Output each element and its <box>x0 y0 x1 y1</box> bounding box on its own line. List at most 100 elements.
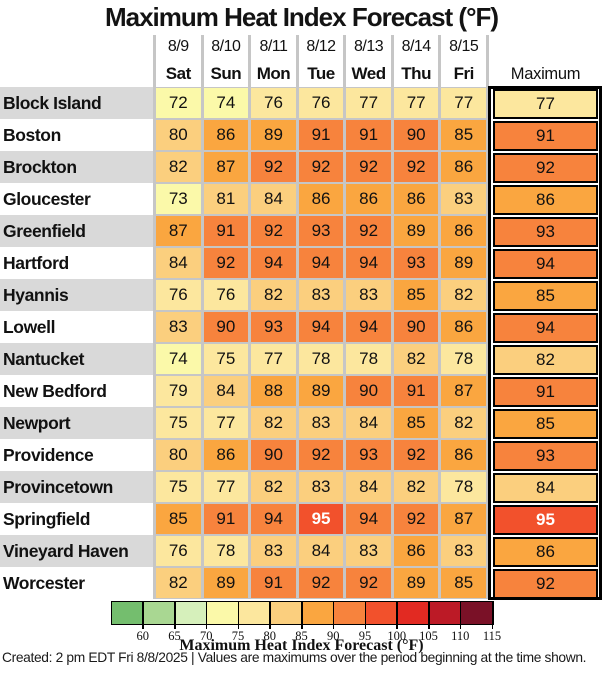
value-cell: 92 <box>346 568 391 598</box>
day-cells: 76 76 82 83 83 85 82 <box>153 279 489 311</box>
date-label: 8/11 <box>259 38 288 55</box>
value-cell: 75 <box>203 344 249 374</box>
value-cell: 90 <box>393 120 439 150</box>
day-cells: 72 74 76 76 77 77 77 <box>153 87 489 119</box>
city-label: Brockton <box>0 151 153 183</box>
table-row: Worcester 82 89 91 92 92 89 85 92 <box>0 567 603 599</box>
value-cell: 85 <box>393 280 439 310</box>
value-cell: 93 <box>346 440 391 470</box>
maximum-cell: 91 <box>493 121 598 151</box>
legend-tick-label: 115 <box>482 629 502 643</box>
value-cell: 85 <box>393 408 439 438</box>
value-cell: 94 <box>298 248 344 278</box>
value-cell: 86 <box>441 312 487 342</box>
day-column-header: 8/10 Sun <box>203 35 249 87</box>
value-cell: 89 <box>251 120 296 150</box>
value-cell: 90 <box>393 312 439 342</box>
value-cell: 84 <box>251 184 296 214</box>
value-cell: 86 <box>203 120 249 150</box>
value-cell: 84 <box>346 472 391 502</box>
value-cell: 87 <box>203 152 249 182</box>
maximum-cell: 95 <box>493 505 598 535</box>
table-row: Provincetown 75 77 82 83 84 82 78 84 <box>0 471 603 503</box>
date-label: 8/15 <box>449 38 479 55</box>
value-cell: 76 <box>156 280 201 310</box>
day-cells: 80 86 89 91 91 90 85 <box>153 119 489 151</box>
value-cell: 92 <box>393 152 439 182</box>
value-cell: 83 <box>298 472 344 502</box>
value-cell: 85 <box>441 120 487 150</box>
table-row: Lowell 83 90 93 94 94 90 86 94 <box>0 311 603 343</box>
day-column-header: 8/9 Sat <box>156 35 201 87</box>
value-cell: 90 <box>203 312 249 342</box>
table-row: Greenfield 87 91 92 93 92 89 86 93 <box>0 215 603 247</box>
legend-tick-label: 95 <box>358 629 372 643</box>
legend-tick-label: 60 <box>136 629 150 643</box>
legend-tick-label: 80 <box>263 629 277 643</box>
date-label: 8/10 <box>211 38 241 55</box>
legend-segment <box>302 602 335 624</box>
value-cell: 83 <box>251 536 296 566</box>
value-cell: 86 <box>441 440 487 470</box>
table-row: New Bedford 79 84 88 89 90 91 87 91 <box>0 375 603 407</box>
city-label: Block Island <box>0 87 153 119</box>
weekday-label: Thu <box>401 64 431 83</box>
value-cell: 74 <box>156 344 201 374</box>
table-row: Springfield 85 91 94 95 94 92 87 95 <box>0 503 603 535</box>
chart-title: Maximum Heat Index Forecast (°F) <box>104 2 499 32</box>
value-cell: 82 <box>393 472 439 502</box>
value-cell: 84 <box>156 248 201 278</box>
value-cell: 94 <box>346 248 391 278</box>
value-cell: 79 <box>156 376 201 406</box>
maximum-cell: 85 <box>493 409 598 439</box>
city-label: Gloucester <box>3 189 91 209</box>
day-cells: 75 77 82 83 84 82 78 <box>153 471 489 503</box>
value-cell: 86 <box>441 152 487 182</box>
city-label: Hyannis <box>0 279 153 311</box>
maximum-cell: 85 <box>493 281 598 311</box>
day-cells: 76 78 83 84 83 86 83 <box>153 535 489 567</box>
city-label: Hartford <box>3 253 69 273</box>
city-label: Lowell <box>3 317 56 337</box>
value-cell: 82 <box>251 472 296 502</box>
value-cell: 85 <box>156 504 201 534</box>
value-cell: 92 <box>251 152 296 182</box>
legend-segment <box>112 602 144 624</box>
maximum-cell: 86 <box>493 537 598 567</box>
value-cell: 93 <box>393 248 439 278</box>
value-cell: 83 <box>441 536 487 566</box>
table-row: Newport 75 77 82 83 84 85 82 85 <box>0 407 603 439</box>
value-cell: 94 <box>346 312 391 342</box>
value-cell: 95 <box>298 504 344 534</box>
weekday-label: Wed <box>351 64 387 83</box>
weekday-label: Tue <box>307 64 335 83</box>
legend-segment <box>239 602 271 624</box>
maximum-cell: 94 <box>493 313 598 343</box>
value-cell: 86 <box>393 536 439 566</box>
value-cell: 73 <box>156 184 201 214</box>
day-cells: 85 91 94 95 94 92 87 <box>153 503 489 535</box>
legend-tick-label: 90 <box>327 629 340 643</box>
day-cells: 84 92 94 94 94 93 89 <box>153 247 489 279</box>
value-cell: 78 <box>298 344 344 374</box>
value-cell: 78 <box>441 472 487 502</box>
value-cell: 90 <box>251 440 296 470</box>
date-label: 8/14 <box>401 38 432 55</box>
legend-tick-label: 105 <box>419 629 438 643</box>
value-cell: 87 <box>441 504 487 534</box>
day-column-header: 8/13 Wed <box>346 35 391 87</box>
value-cell: 87 <box>441 376 487 406</box>
legend-tick-mark <box>332 601 335 629</box>
weekday-label: Mon <box>256 64 291 83</box>
table-row: Hartford 84 92 94 94 94 93 89 94 <box>0 247 603 279</box>
weekday-label: Sat <box>165 64 191 83</box>
value-cell: 77 <box>441 88 487 118</box>
value-cell: 92 <box>346 152 391 182</box>
value-cell: 86 <box>441 216 487 246</box>
city-label: Newport <box>0 407 153 439</box>
value-cell: 75 <box>156 408 201 438</box>
legend-tick-label: 85 <box>295 629 308 643</box>
value-cell: 77 <box>393 88 439 118</box>
value-cell: 92 <box>393 504 439 534</box>
value-cell: 80 <box>156 120 201 150</box>
